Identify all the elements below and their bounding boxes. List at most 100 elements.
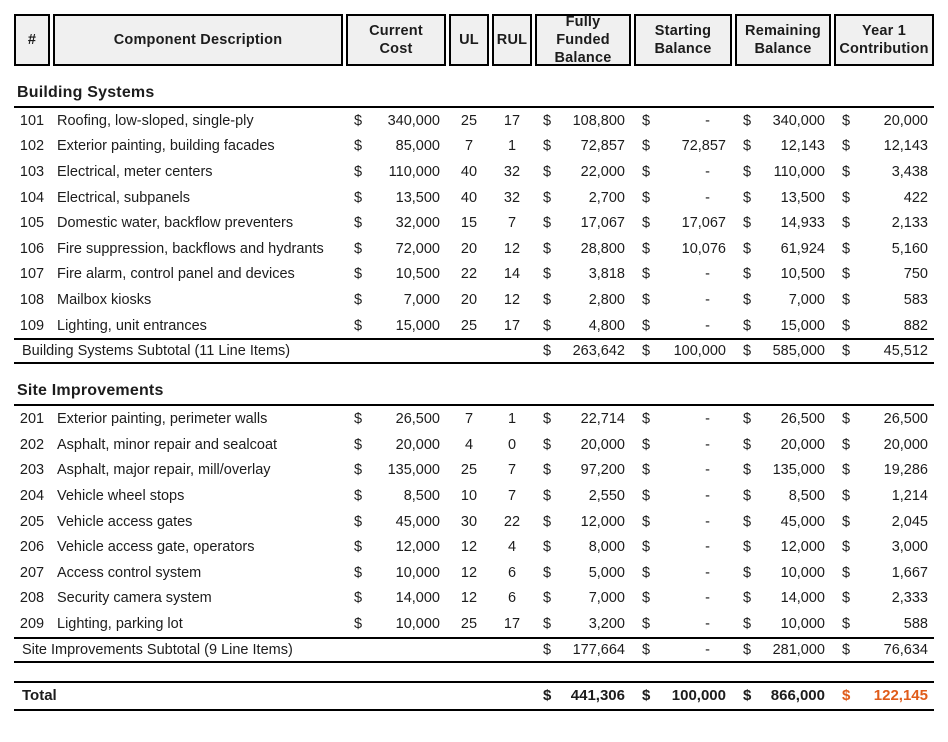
currency-symbol: $ bbox=[743, 317, 752, 334]
currency-symbol: $ bbox=[842, 240, 851, 257]
cell-fully-funded-balance-amount: 17,067 bbox=[580, 215, 625, 232]
cell-year-1-contribution: $2,133 bbox=[834, 215, 934, 231]
cell-fully-funded-balance: $97,200 bbox=[535, 462, 631, 478]
cell-remaining-balance: $45,000 bbox=[735, 514, 831, 530]
cell-current-cost: $10,000 bbox=[346, 565, 446, 581]
total-year-1-contribution-amount: 122,145 bbox=[873, 687, 928, 705]
cell-current-cost-amount: 10,000 bbox=[395, 564, 440, 581]
cell-component-description: Lighting, unit entrances bbox=[57, 317, 207, 334]
cell-current-cost-amount: 32,000 bbox=[395, 215, 440, 232]
cell-current-cost: $110,000 bbox=[346, 164, 446, 180]
cell-fully-funded-balance: $8,000 bbox=[535, 539, 631, 555]
cell-remaining-balance: $14,933 bbox=[735, 215, 831, 231]
currency-symbol: $ bbox=[743, 564, 752, 581]
cell-starting-balance-amount: - bbox=[705, 590, 710, 607]
currency-symbol: $ bbox=[354, 564, 363, 581]
column-header-year-1-contribution: Year 1 Contribution bbox=[834, 14, 934, 66]
cell-starting-balance: $ - bbox=[634, 462, 732, 478]
currency-symbol: $ bbox=[642, 291, 651, 308]
cell-component-description: Electrical, meter centers bbox=[57, 163, 213, 180]
currency-symbol: $ bbox=[354, 539, 363, 556]
cell-starting-balance: $ - bbox=[634, 565, 732, 581]
currency-symbol: $ bbox=[743, 411, 752, 428]
currency-symbol: $ bbox=[354, 513, 363, 530]
currency-symbol: $ bbox=[642, 436, 651, 453]
currency-symbol: $ bbox=[642, 112, 651, 129]
cell-fully-funded-balance: $4,800 bbox=[535, 318, 631, 334]
cell-rul: 7 bbox=[507, 487, 517, 504]
total-fully-funded-balance-amount: 441,306 bbox=[570, 687, 625, 705]
cell-starting-balance-amount: - bbox=[705, 539, 710, 556]
cell-ul: 4 bbox=[464, 436, 474, 453]
currency-symbol: $ bbox=[842, 641, 851, 658]
cell-rul: 32 bbox=[503, 189, 521, 206]
total-starting-balance: $100,000 bbox=[634, 687, 732, 704]
cell-remaining-balance-amount: 340,000 bbox=[772, 112, 825, 129]
cell-year-1-contribution-amount: 20,000 bbox=[883, 436, 928, 453]
currency-symbol: $ bbox=[743, 513, 752, 530]
currency-symbol: $ bbox=[842, 513, 851, 530]
cell-year-1-contribution: $20,000 bbox=[834, 113, 934, 129]
currency-symbol: $ bbox=[354, 189, 363, 206]
subtotal-year-1-contribution: $45,512 bbox=[834, 343, 934, 359]
cell-remaining-balance-amount: 20,000 bbox=[780, 436, 825, 453]
cell-item-number: 105 bbox=[19, 215, 45, 232]
cell-component-description: Asphalt, major repair, mill/overlay bbox=[57, 462, 271, 479]
cell-remaining-balance: $15,000 bbox=[735, 318, 831, 334]
cell-fully-funded-balance: $2,800 bbox=[535, 292, 631, 308]
cell-starting-balance-amount: - bbox=[705, 462, 710, 479]
cell-year-1-contribution: $1,214 bbox=[834, 488, 934, 504]
cell-fully-funded-balance: $22,000 bbox=[535, 164, 631, 180]
currency-symbol: $ bbox=[642, 539, 651, 556]
cell-year-1-contribution: $19,286 bbox=[834, 462, 934, 478]
cell-starting-balance: $10,076 bbox=[634, 241, 732, 257]
currency-symbol: $ bbox=[354, 112, 363, 129]
currency-symbol: $ bbox=[543, 641, 552, 658]
subtotal-label: Site Improvements Subtotal (9 Line Items… bbox=[22, 641, 293, 658]
cell-remaining-balance: $135,000 bbox=[735, 462, 831, 478]
subtotal-starting-balance-amount: 100,000 bbox=[673, 343, 726, 360]
cell-fully-funded-balance-amount: 28,800 bbox=[580, 240, 625, 257]
cell-remaining-balance: $10,000 bbox=[735, 616, 831, 632]
cell-item-number: 202 bbox=[19, 436, 45, 453]
cell-ul: 40 bbox=[460, 189, 478, 206]
cell-remaining-balance-amount: 12,000 bbox=[780, 539, 825, 556]
cell-starting-balance-amount: - bbox=[705, 266, 710, 283]
currency-symbol: $ bbox=[642, 487, 651, 504]
currency-symbol: $ bbox=[354, 163, 363, 180]
cell-current-cost-amount: 7,000 bbox=[403, 291, 440, 308]
currency-symbol: $ bbox=[642, 189, 651, 206]
cell-component-description: Fire suppression, backflows and hydrants bbox=[57, 240, 324, 257]
currency-symbol: $ bbox=[543, 615, 552, 632]
cell-year-1-contribution: $3,000 bbox=[834, 539, 934, 555]
cell-starting-balance: $ - bbox=[634, 488, 732, 504]
currency-symbol: $ bbox=[354, 317, 363, 334]
cell-current-cost-amount: 45,000 bbox=[395, 513, 440, 530]
subtotal-fully-funded-balance-amount: 263,642 bbox=[572, 343, 625, 360]
cell-remaining-balance-amount: 135,000 bbox=[772, 462, 825, 479]
cell-starting-balance: $ - bbox=[634, 113, 732, 129]
cell-item-number: 109 bbox=[19, 317, 45, 334]
cell-starting-balance: $ - bbox=[634, 292, 732, 308]
column-header-fully-funded-balance: Fully Funded Balance bbox=[535, 14, 631, 66]
cell-year-1-contribution-amount: 3,000 bbox=[891, 539, 928, 556]
cell-remaining-balance: $61,924 bbox=[735, 241, 831, 257]
cell-current-cost-amount: 340,000 bbox=[387, 112, 440, 129]
subtotal-starting-balance: $100,000 bbox=[634, 343, 732, 359]
cell-ul: 20 bbox=[460, 240, 478, 257]
cell-year-1-contribution-amount: 2,045 bbox=[891, 513, 928, 530]
cell-year-1-contribution-amount: 583 bbox=[903, 291, 928, 308]
cell-fully-funded-balance: $3,818 bbox=[535, 266, 631, 282]
cell-current-cost: $15,000 bbox=[346, 318, 446, 334]
table-row: 101 Roofing, low-sloped, single-ply $340,0… bbox=[14, 108, 934, 134]
cell-component-description: Domestic water, backflow preventers bbox=[57, 215, 294, 232]
currency-symbol: $ bbox=[642, 266, 651, 283]
currency-symbol: $ bbox=[842, 189, 851, 206]
cell-remaining-balance-amount: 13,500 bbox=[780, 189, 825, 206]
currency-symbol: $ bbox=[543, 138, 552, 155]
subtotal-year-1-contribution-amount: 76,634 bbox=[883, 641, 928, 658]
currency-symbol: $ bbox=[354, 615, 363, 632]
cell-component-description: Exterior painting, perimeter walls bbox=[57, 411, 268, 428]
cell-ul: 12 bbox=[460, 539, 478, 556]
